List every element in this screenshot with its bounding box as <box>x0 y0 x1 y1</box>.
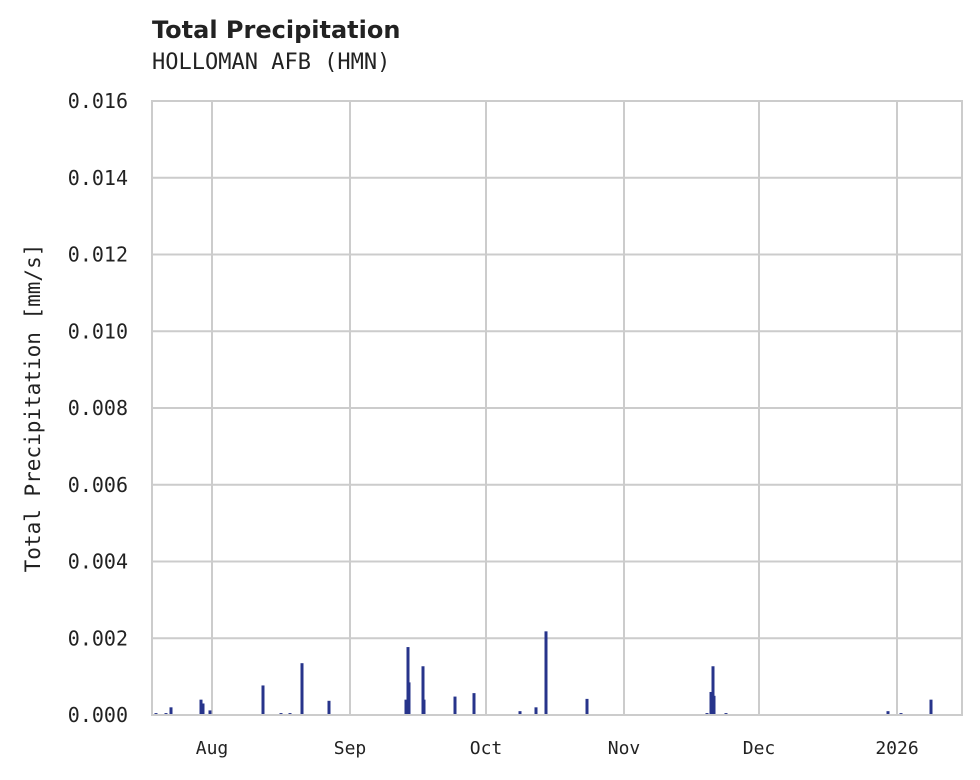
precipitation-bar <box>169 707 173 715</box>
y-tick-label: 0.016 <box>68 89 128 113</box>
bar-series <box>154 631 933 715</box>
precipitation-bar <box>327 700 331 715</box>
chart-title: Total Precipitation <box>152 16 401 44</box>
precipitation-bar <box>208 710 212 715</box>
precipitation-bar <box>404 699 408 715</box>
precipitation-bar <box>709 691 713 715</box>
y-tick-label: 0.008 <box>68 396 128 420</box>
precipitation-bar <box>421 666 425 715</box>
grid-lines <box>152 100 962 716</box>
chart-subtitle: HOLLOMAN AFB (HMN) <box>152 50 391 75</box>
y-axis-ticks: 0.000 0.002 0.004 0.006 0.008 0.010 0.012 0.014… <box>68 89 128 727</box>
y-tick-label: 0.006 <box>68 473 128 497</box>
x-axis-ticks: Aug Sep Oct Nov Dec 2026 <box>196 738 919 759</box>
precipitation-bar <box>407 682 411 715</box>
plot-frame <box>151 100 963 716</box>
precipitation-bar <box>712 695 716 715</box>
precipitation-bar <box>261 685 265 715</box>
y-tick-label: 0.004 <box>68 550 128 574</box>
precipitation-bar <box>422 699 426 715</box>
x-tick-label: Sep <box>334 738 367 759</box>
x-tick-label: Dec <box>743 738 776 759</box>
x-tick-label: Nov <box>608 738 641 759</box>
y-tick-label: 0.002 <box>68 626 128 650</box>
precipitation-bar <box>711 666 715 715</box>
y-axis-label: Total Precipitation [mm/s] <box>21 244 45 573</box>
y-tick-label: 0.012 <box>68 243 128 267</box>
x-tick-label: Oct <box>470 738 503 759</box>
precipitation-bar <box>929 699 933 715</box>
y-tick-label: 0.010 <box>68 319 128 343</box>
precipitation-bar <box>406 647 410 715</box>
precipitation-bar <box>300 663 304 715</box>
precipitation-bar <box>544 631 548 715</box>
precipitation-bar <box>201 703 205 715</box>
x-tick-label: Aug <box>196 738 229 759</box>
precipitation-bar <box>472 693 476 715</box>
precipitation-bar <box>453 696 457 715</box>
precipitation-bar <box>585 698 589 715</box>
precipitation-bar <box>199 699 203 715</box>
precipitation-bar <box>534 707 538 715</box>
precipitation-bar <box>886 711 890 715</box>
y-tick-label: 0.014 <box>68 166 128 190</box>
y-tick-label: 0.000 <box>68 703 128 727</box>
precipitation-bar <box>518 711 522 715</box>
x-tick-label: 2026 <box>875 738 918 759</box>
